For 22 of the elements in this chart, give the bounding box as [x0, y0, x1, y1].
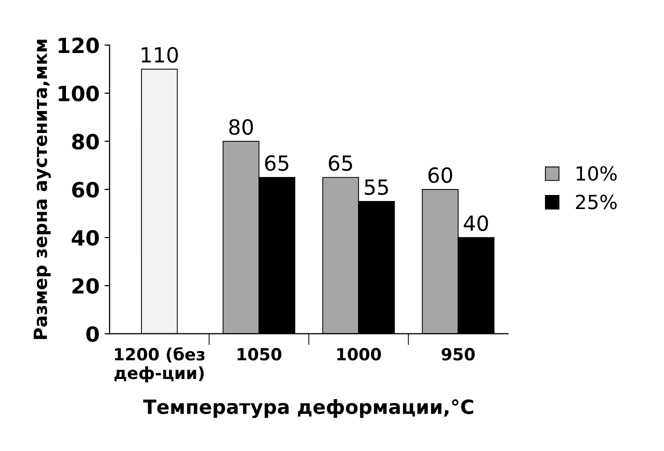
data-label: 65: [265, 155, 288, 171]
y-tick-label: 60: [72, 182, 99, 198]
x-tick-label: 1050: [238, 348, 282, 361]
y-axis-title: Размер зерна аустенита,мкм: [34, 40, 51, 340]
y-tick-label: 100: [58, 86, 99, 102]
data-label: 55: [364, 180, 388, 196]
data-label: 60: [428, 167, 452, 183]
x-tick-label: 1000: [337, 348, 381, 361]
data-label: 40: [464, 215, 488, 232]
y-tick-label: 20: [72, 278, 99, 294]
y-tick-label: 120: [58, 38, 99, 54]
y-tick-label: 40: [72, 230, 99, 246]
data-label: 110: [142, 46, 178, 63]
legend-label: 10%: [576, 166, 617, 181]
x-tick-label: 1200 (без деф-ции): [114, 347, 205, 382]
legend-label: 25%: [576, 194, 617, 210]
data-label: 65: [328, 155, 352, 171]
x-tick-label: 950: [442, 348, 475, 361]
x-axis-title: Температура деформации,°C: [143, 399, 474, 418]
y-tick-label: 0: [86, 326, 99, 342]
y-tick-label: 80: [72, 134, 99, 150]
data-label: 80: [229, 119, 253, 135]
